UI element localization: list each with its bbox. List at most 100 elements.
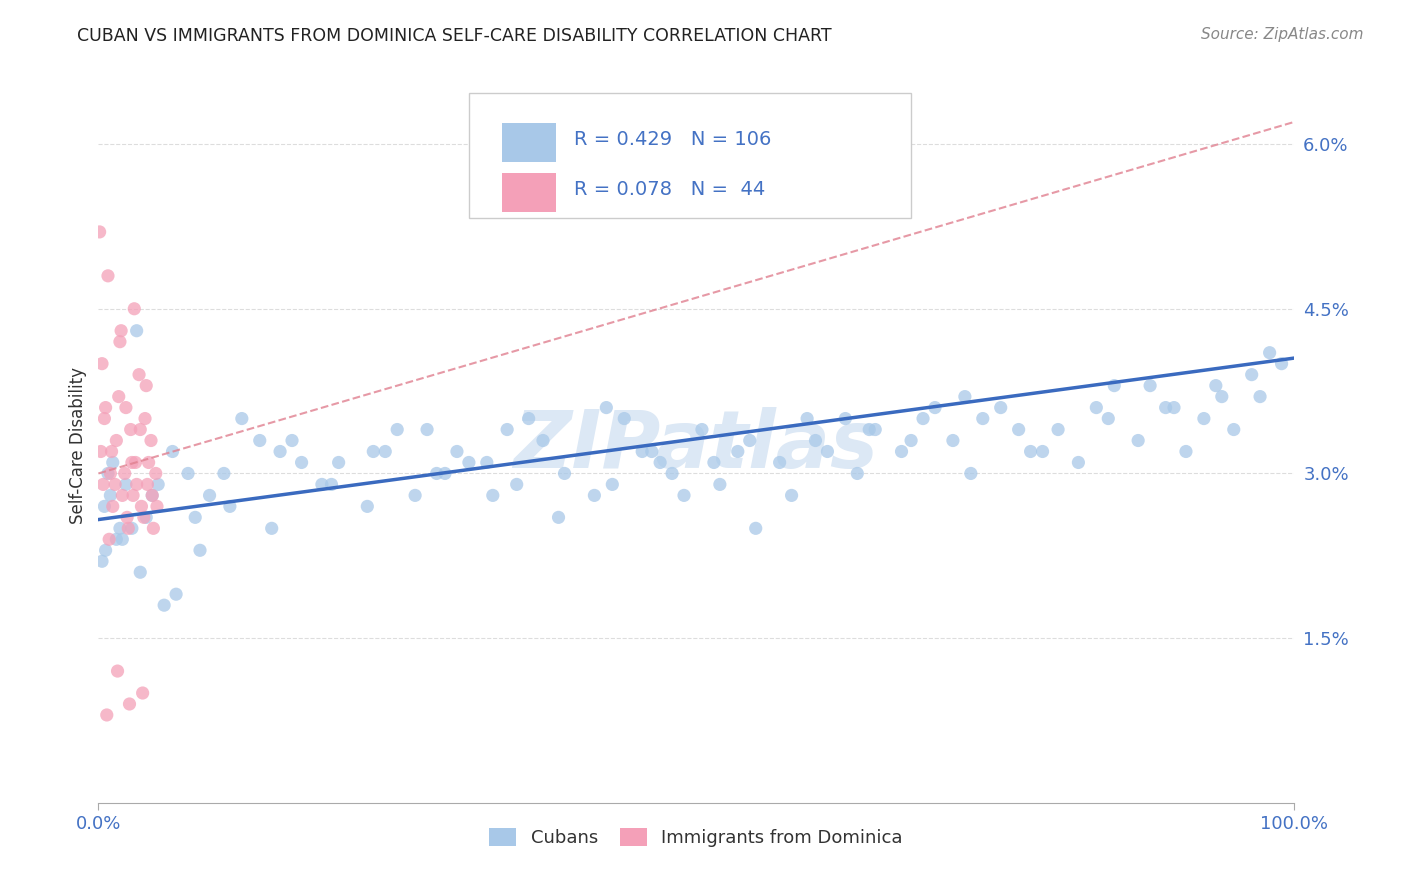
Point [1271,357,1294,371]
Point [131,686,153,700]
Point [115,510,138,524]
FancyBboxPatch shape [470,93,911,218]
Point [145,467,167,481]
Point [105,533,128,547]
Point [1175,444,1198,458]
Point [291,455,314,469]
Point [356,500,378,514]
Point [114,467,136,481]
Point [101,455,124,469]
Point [972,411,994,425]
Point [198,488,221,502]
Point [900,434,922,448]
Point [1104,378,1126,392]
Point [328,455,350,469]
Point [865,423,887,437]
Text: Source: ZipAtlas.com: Source: ZipAtlas.com [1201,27,1364,42]
Point [531,434,554,448]
Point [118,697,141,711]
Point [115,477,138,491]
Point [1128,434,1150,448]
Point [1019,444,1042,458]
Point [129,566,152,580]
Point [834,411,856,425]
Legend: Cubans, Immigrants from Dominica: Cubans, Immigrants from Dominica [482,821,910,855]
Point [641,444,664,458]
Point [132,510,155,524]
Point [135,510,157,524]
Point [426,467,449,481]
Text: R = 0.078   N =  44: R = 0.078 N = 44 [574,179,765,199]
Point [162,444,184,458]
Point [115,401,138,415]
Point [89,225,111,239]
Point [458,455,481,469]
Point [281,434,304,448]
Point [1163,401,1185,415]
Point [517,411,540,425]
Point [434,467,457,481]
Point [1008,423,1031,437]
Point [1240,368,1263,382]
Point [1258,345,1281,359]
Point [727,444,749,458]
Point [703,455,725,469]
Point [111,488,134,502]
Point [249,434,271,448]
Point [1154,401,1177,415]
Point [912,411,935,425]
Point [91,554,114,568]
Point [141,488,163,502]
Point [142,521,165,535]
Point [1047,423,1070,437]
Point [796,411,818,425]
Point [780,488,803,502]
Point [1211,390,1233,404]
Point [547,510,569,524]
Point [184,510,207,524]
Point [404,488,426,502]
Point [804,434,827,448]
Point [212,467,235,481]
Point [363,444,385,458]
Point [165,587,187,601]
Point [129,423,152,437]
Point [94,401,117,415]
Point [105,434,128,448]
Point [890,444,912,458]
Point [1067,455,1090,469]
Point [108,521,131,535]
Point [110,324,132,338]
Point [97,268,120,283]
Point [98,533,121,547]
Point [385,423,409,437]
Point [231,411,253,425]
Point [709,477,731,491]
Point [1139,378,1161,392]
Point [416,423,439,437]
Point [135,378,157,392]
Point [138,455,160,469]
Point [153,598,176,612]
Text: ZIPatlas: ZIPatlas [513,407,879,485]
Point [506,477,529,491]
Point [124,301,146,316]
Point [602,477,624,491]
Point [98,467,122,481]
Point [107,390,129,404]
Point [960,467,983,481]
Point [1192,411,1215,425]
Point [745,521,768,535]
Point [446,444,468,458]
Point [98,488,122,502]
Point [631,444,654,458]
Point [613,411,636,425]
Point [148,477,170,491]
Point [91,477,114,491]
Point [374,444,396,458]
Point [1085,401,1108,415]
Point [858,423,880,437]
Point [93,500,115,514]
Point [1249,390,1271,404]
Bar [502,123,557,162]
